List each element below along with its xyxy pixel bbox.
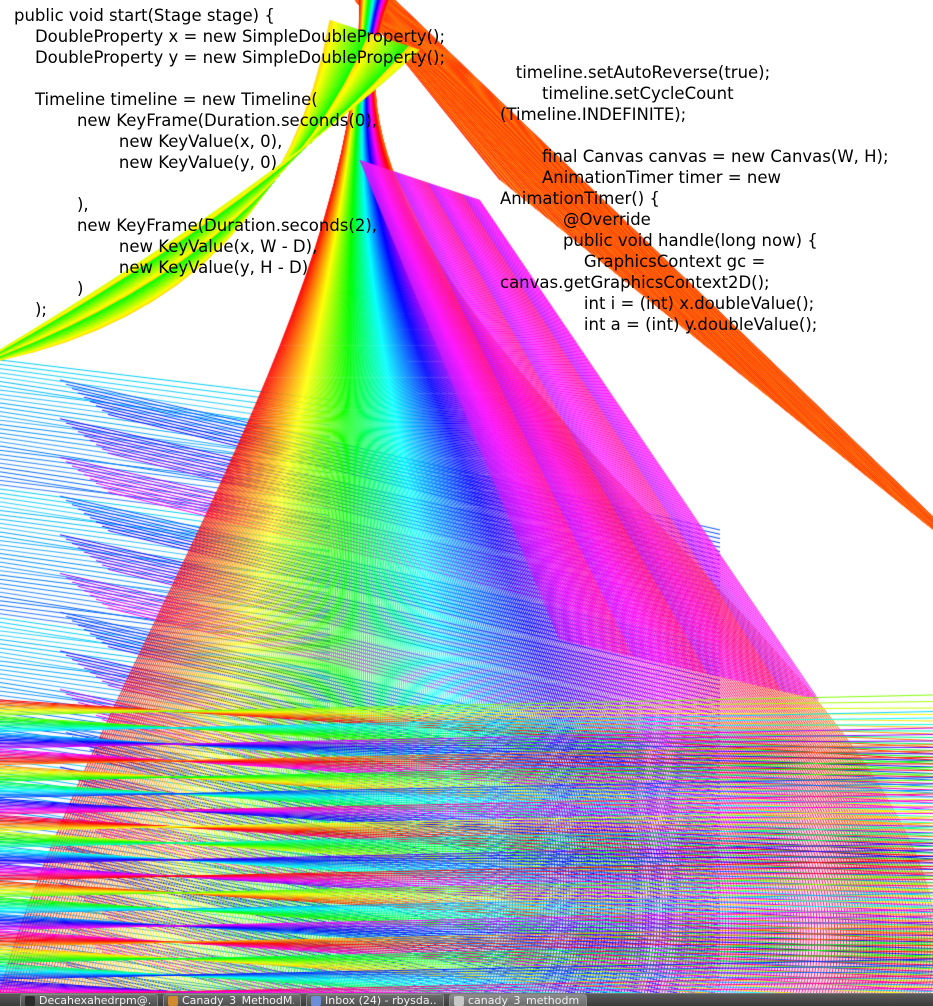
window-icon [454, 996, 464, 1006]
right-code-line: AnimationTimer() { [500, 189, 660, 208]
left-code-line: new KeyValue(y, 0) [14, 153, 278, 172]
left-code-line [14, 173, 445, 194]
left-code-line [14, 68, 445, 89]
mail-icon [311, 996, 321, 1006]
taskbar: Decahexahedrpm@... Canady_3_MethodM... Inb… [0, 993, 933, 1006]
taskbar-item[interactable]: Inbox (24) - rbysda... [306, 994, 444, 1006]
code-overlay-left: public void start(Stage stage) { DoubleP… [14, 5, 445, 320]
left-code-line: new KeyValue(x, W - D), [14, 237, 318, 256]
taskbar-item[interactable]: Decahexahedrpm@... [20, 994, 158, 1006]
right-code-line: int i = (int) x.doubleValue(); [500, 294, 815, 313]
left-code-line: DoubleProperty x = new SimpleDoublePrope… [14, 27, 445, 46]
taskbar-item-label: Canady_3_MethodM... [182, 995, 294, 1006]
left-code-line: ); [14, 300, 47, 319]
code-overlay-right: timeline.setAutoReverse(true); timeline.… [500, 62, 889, 335]
right-code-line [500, 125, 889, 146]
right-code-line: (Timeline.INDEFINITE); [500, 105, 687, 124]
taskbar-item[interactable]: canady_3_methodm... [449, 994, 587, 1006]
left-code-line: Timeline timeline = new Timeline( [14, 90, 318, 109]
taskbar-item-label: canady_3_methodm... [468, 995, 580, 1006]
right-code-line: timeline.setCycleCount [500, 84, 734, 103]
taskbar-item-label: Inbox (24) - rbysda... [325, 995, 437, 1006]
left-code-line: DoubleProperty y = new SimpleDoublePrope… [14, 48, 445, 67]
left-code-line: new KeyFrame(Duration.seconds(0), [14, 111, 378, 130]
right-code-line: timeline.setAutoReverse(true); [500, 63, 771, 82]
left-code-line: new KeyFrame(Duration.seconds(2), [14, 216, 378, 235]
left-code-line: new KeyValue(y, H - D) [14, 258, 309, 277]
right-code-line: GraphicsContext gc = [500, 252, 766, 271]
taskbar-item-label: Decahexahedrpm@... [39, 995, 151, 1006]
right-code-line: public void handle(long now) { [500, 231, 818, 250]
ide-icon [168, 996, 178, 1006]
right-code-line: final Canvas canvas = new Canvas(W, H); [500, 147, 889, 166]
left-code-line: public void start(Stage stage) { [14, 6, 275, 25]
right-code-line: canvas.getGraphicsContext2D(); [500, 273, 770, 292]
terminal-icon [25, 996, 35, 1006]
right-code-line: int a = (int) y.doubleValue(); [500, 315, 818, 334]
left-code-line: new KeyValue(x, 0), [14, 132, 283, 151]
taskbar-item[interactable]: Canady_3_MethodM... [163, 994, 301, 1006]
right-code-line: AnimationTimer timer = new [500, 168, 781, 187]
right-code-line: @Override [500, 210, 651, 229]
left-code-line: ) [14, 279, 84, 298]
left-code-line: ), [14, 195, 89, 214]
